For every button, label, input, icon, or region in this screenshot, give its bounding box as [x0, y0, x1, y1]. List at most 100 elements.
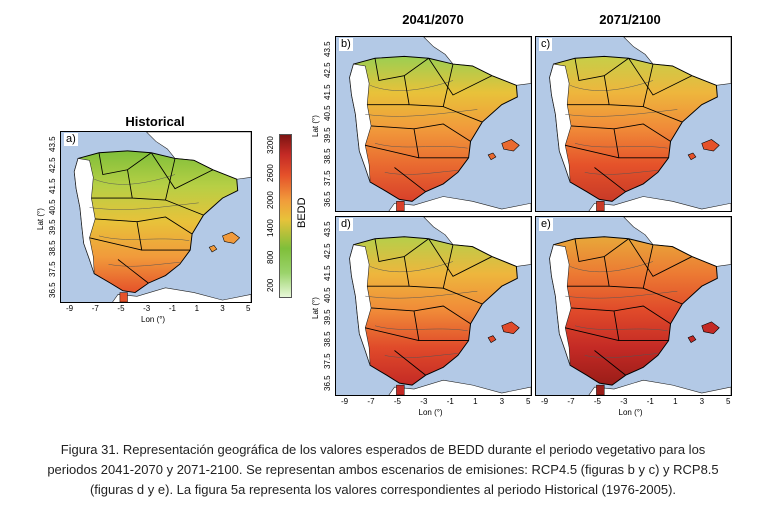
- x-axis-label-e: Lon (°): [618, 408, 643, 417]
- isoline: [98, 235, 190, 241]
- x-tick-a-3: -3: [143, 304, 151, 313]
- panel-label-c: c): [539, 38, 553, 51]
- region-border: [571, 123, 671, 142]
- balearic-island: [701, 321, 720, 335]
- isoline: [370, 261, 454, 273]
- y-tick-a-2: 38.5: [48, 240, 57, 257]
- portugal-landmass: [74, 158, 96, 274]
- x-axis-label-d: Lon (°): [418, 408, 443, 417]
- balearic-island: [701, 139, 720, 152]
- spain-field: [73, 150, 239, 294]
- isoline: [574, 325, 668, 331]
- region-border: [371, 305, 471, 325]
- region-border: [565, 327, 619, 342]
- gibraltar-area: [596, 201, 605, 211]
- portugal-landmass: [349, 244, 372, 366]
- gibraltar-area: [396, 201, 405, 211]
- x-tick-a-1: -7: [91, 304, 99, 313]
- y-tick-a-1: 37.5: [48, 261, 57, 278]
- region-border: [365, 144, 419, 159]
- balearic-island: [501, 139, 520, 152]
- balearic-island: [687, 152, 697, 161]
- region-border: [371, 123, 471, 142]
- panel-label-a: a): [64, 133, 78, 146]
- spain-field: [349, 236, 518, 386]
- y-tick-d-0: 36.5: [323, 375, 332, 391]
- x-tick-e-0: -9: [541, 397, 549, 406]
- spain-field: [549, 236, 718, 386]
- region-border: [374, 238, 429, 263]
- region-border: [571, 305, 671, 325]
- region-border: [165, 199, 204, 216]
- region-border: [594, 167, 626, 193]
- y-tick-d-7: 43.5: [323, 221, 332, 237]
- balearic-island: [208, 244, 218, 253]
- y-tick-b-4: 40.5: [323, 105, 332, 122]
- colorbar-tick-4: 2600: [266, 163, 275, 182]
- figure-caption: Figura 31. Representación geográfica de …: [38, 440, 728, 500]
- colorbar-tick-1: 800: [266, 251, 275, 265]
- region-border: [127, 158, 176, 201]
- y-tick-b-6: 42.5: [323, 62, 332, 79]
- region-border: [574, 238, 629, 263]
- map-panel-c: c): [535, 36, 732, 212]
- balearic-island: [222, 231, 241, 244]
- y-tick-b-3: 39.5: [323, 127, 332, 143]
- balearic-island: [487, 152, 497, 161]
- spain-field: [349, 55, 518, 202]
- y-axis-label-d: Lat (°): [311, 297, 320, 319]
- region-border: [628, 238, 693, 277]
- x-tick-d-1: -7: [367, 397, 375, 406]
- x-tick-a-7: 5: [246, 304, 251, 313]
- x-tick-d-2: -5: [393, 397, 401, 406]
- x-tick-a-6: 3: [220, 304, 225, 313]
- x-tick-e-6: 3: [699, 397, 705, 406]
- column-title-2071-2100: 2071/2100: [599, 12, 661, 27]
- colorbar-tick-5: 3200: [266, 136, 275, 154]
- map-svg-a: [73, 132, 251, 302]
- region-border: [603, 244, 654, 289]
- balearic-island: [487, 335, 497, 343]
- x-tick-e-1: -7: [567, 397, 575, 406]
- map-svg-c: [549, 37, 731, 211]
- map-svg-b: [349, 37, 531, 211]
- x-tick-d-5: 1: [473, 397, 478, 406]
- y-tick-a-0: 36.5: [48, 282, 57, 298]
- region-border: [574, 57, 629, 82]
- colorbar-tick-0: 200: [266, 278, 275, 292]
- portugal-landmass: [349, 63, 372, 183]
- y-tick-d-2: 38.5: [323, 331, 332, 347]
- y-axis-label-b: Lat (°): [311, 115, 320, 137]
- caption-line-2: periodos 2041-2070 y 2071-2100. Se repre…: [47, 462, 719, 477]
- region-border: [403, 63, 454, 108]
- isoline: [570, 80, 654, 91]
- colorbar-label: BEDD: [296, 197, 308, 228]
- isoline: [374, 143, 468, 149]
- y-tick-b-5: 41.5: [323, 84, 332, 100]
- colorbar-tick-2: 1400: [266, 219, 275, 237]
- y-tick-a-3: 39.5: [48, 219, 57, 236]
- x-tick-d-0: -9: [341, 397, 349, 406]
- isoline: [365, 290, 478, 299]
- region-border: [89, 237, 142, 251]
- region-border: [643, 106, 683, 123]
- isoline: [370, 80, 454, 91]
- colorbar-tick-3: 2000: [266, 191, 275, 210]
- caption-line-1: Figura 31. Representación geográfica de …: [60, 442, 706, 457]
- colorbar: [279, 134, 292, 298]
- y-tick-b-0: 36.5: [323, 191, 332, 207]
- region-border: [117, 259, 149, 284]
- region-border: [428, 58, 493, 96]
- spain-field: [549, 55, 718, 202]
- y-tick-d-5: 41.5: [323, 265, 332, 281]
- map-panel-e: e): [535, 216, 732, 396]
- gibraltar-area: [119, 292, 128, 302]
- y-tick-d-6: 42.5: [323, 243, 332, 259]
- y-tick-a-4: 40.5: [48, 198, 57, 215]
- region-border: [428, 238, 493, 277]
- y-tick-a-7: 43.5: [48, 136, 57, 152]
- isoline: [570, 261, 654, 273]
- map-panel-d: d): [335, 216, 532, 396]
- panel-label-b: b): [339, 38, 353, 51]
- isoline: [94, 174, 176, 185]
